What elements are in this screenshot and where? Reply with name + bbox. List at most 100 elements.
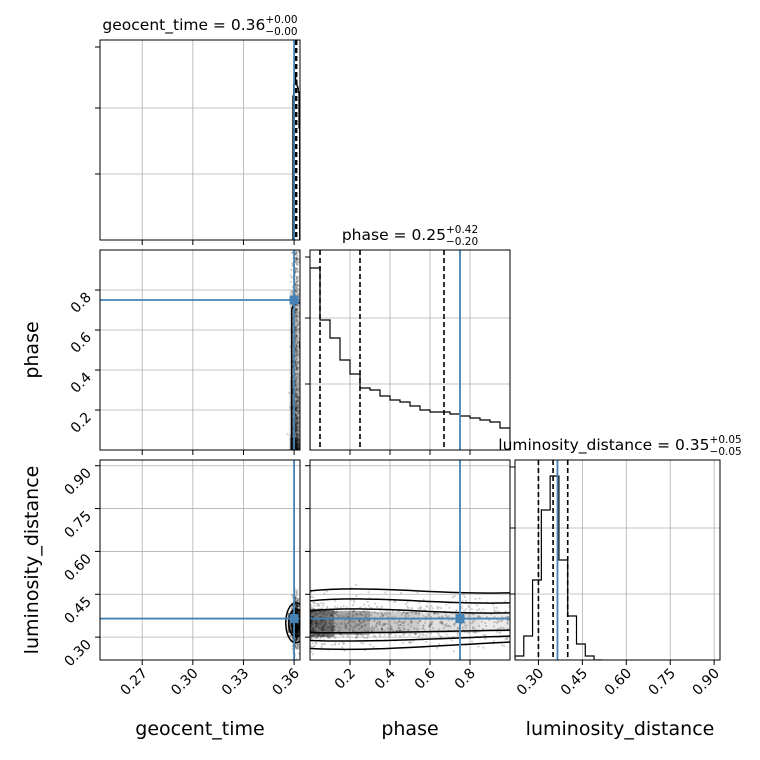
joint-phase-vs-geocent-time-sample-point: [296, 361, 299, 364]
joint-luminosity-distance-vs-phase-sample-point: [355, 637, 358, 640]
joint-luminosity-distance-vs-phase-sample-point: [484, 622, 487, 625]
joint-phase-vs-geocent-time-sample-point: [291, 291, 294, 294]
joint-luminosity-distance-vs-phase-sample-point: [427, 612, 430, 616]
joint-luminosity-distance-vs-phase-sample-point: [429, 622, 432, 625]
joint-luminosity-distance-vs-phase-sample-point: [402, 632, 406, 636]
joint-phase-vs-geocent-time-sample-point: [295, 289, 298, 293]
joint-luminosity-distance-vs-phase-sample-point: [326, 636, 330, 639]
joint-luminosity-distance-vs-phase-sample-point: [376, 622, 379, 625]
joint-phase-vs-geocent-time-sample-point: [297, 279, 300, 282]
joint-phase-vs-geocent-time-sample-point: [297, 435, 300, 438]
joint-luminosity-distance-vs-geocent-time-sample-point: [295, 638, 298, 642]
joint-phase-vs-geocent-time-sample-point: [295, 414, 298, 417]
joint-phase-vs-geocent-time-sample-point: [296, 280, 299, 283]
joint-luminosity-distance-vs-geocent-time-sample-point: [294, 595, 298, 598]
hist-phase-steps: [310, 267, 510, 450]
y-tick-label-luminosity_distance: 0.60: [61, 551, 94, 584]
joint-phase-vs-geocent-time-sample-point: [296, 416, 299, 419]
joint-phase-vs-geocent-time-sample-point: [294, 422, 297, 425]
x-tick-label-phase: 0.4: [372, 665, 399, 692]
y-tick-label-luminosity_distance: 0.45: [61, 594, 94, 627]
joint-luminosity-distance-vs-geocent-time-sample-point: [295, 593, 298, 597]
joint-luminosity-distance-vs-geocent-time-sample-point: [295, 632, 298, 635]
joint-luminosity-distance-vs-phase-sample-point: [385, 613, 388, 616]
joint-luminosity-distance-vs-phase-sample-point: [355, 633, 358, 636]
joint-phase-vs-geocent-time-sample-point: [295, 362, 298, 365]
x-axis-label-geocent-time: geocent_time: [135, 718, 264, 740]
joint-luminosity-distance-vs-phase-sample-point: [333, 624, 337, 628]
joint-luminosity-distance-vs-geocent-time-sample-point: [295, 637, 299, 640]
joint-luminosity-distance-vs-geocent-time-sample-point: [296, 598, 300, 601]
joint-luminosity-distance-vs-geocent-time-sample-point: [295, 637, 298, 640]
joint-phase-vs-geocent-time-sample-point: [295, 418, 298, 421]
joint-luminosity-distance-vs-phase-sample-point: [477, 615, 481, 618]
joint-phase-vs-geocent-time-sample-point: [296, 420, 299, 423]
joint-luminosity-distance-vs-phase-sample-point: [437, 632, 440, 635]
joint-luminosity-distance-vs-phase-sample-point: [433, 612, 436, 615]
joint-phase-vs-geocent-time-sample-point: [294, 420, 297, 424]
joint-luminosity-distance-vs-phase-sample-point: [438, 634, 441, 637]
title-error-minus: −0.20: [446, 236, 478, 248]
joint-luminosity-distance-vs-phase-sample-point: [358, 623, 361, 626]
joint-luminosity-distance-vs-geocent-time-sample-point: [295, 604, 298, 607]
joint-luminosity-distance-vs-phase-sample-point: [346, 615, 350, 619]
joint-luminosity-distance-vs-phase-sample-point: [361, 614, 364, 617]
joint-luminosity-distance-vs-phase-sample-point: [402, 621, 405, 624]
joint-luminosity-distance-vs-geocent-time-sample-point: [297, 632, 300, 635]
joint-phase-vs-geocent-time-sample-point: [295, 399, 298, 402]
joint-phase-vs-geocent-time-sample-point: [294, 282, 297, 285]
joint-phase-vs-geocent-time-sample-point: [296, 283, 299, 287]
joint-luminosity-distance-vs-phase-sample-point: [360, 634, 363, 637]
joint-luminosity-distance-vs-phase-sample-point: [381, 614, 384, 617]
joint-luminosity-distance-vs-phase-sample-point: [447, 619, 450, 622]
joint-luminosity-distance-vs-phase-sample-point: [375, 625, 378, 628]
joint-luminosity-distance-vs-phase-sample-point: [355, 594, 358, 598]
joint-luminosity-distance-vs-phase-sample-point: [380, 627, 383, 630]
joint-luminosity-distance-vs-phase-sample-point: [389, 629, 392, 632]
y-tick-label-luminosity_distance: 0.30: [61, 637, 94, 670]
joint-phase-vs-geocent-time-sample-point: [294, 252, 297, 256]
joint-phase-vs-geocent-time-sample-point: [297, 322, 300, 325]
joint-luminosity-distance-vs-phase-sample-point: [349, 624, 352, 627]
joint-phase-vs-geocent-time-sample-point: [294, 426, 298, 429]
y-tick-label-phase: 0.2: [68, 410, 95, 437]
joint-phase-vs-geocent-time-sample-point: [296, 417, 299, 420]
joint-luminosity-distance-vs-phase-sample-point: [410, 641, 413, 644]
joint-phase-vs-geocent-time-sample-point: [296, 395, 299, 398]
joint-phase-vs-geocent-time-sample-point: [295, 304, 299, 307]
joint-phase-vs-geocent-time-sample-point: [295, 328, 298, 331]
joint-luminosity-distance-vs-geocent-time-sample-point: [295, 599, 298, 602]
joint-luminosity-distance-vs-phase-sample-point: [405, 611, 409, 614]
joint-luminosity-distance-vs-phase-sample-point: [466, 605, 470, 608]
joint-luminosity-distance-vs-phase-sample-point: [400, 613, 403, 616]
joint-phase-vs-geocent-time-sample-point: [297, 270, 300, 274]
joint-luminosity-distance-vs-phase-sample-point: [499, 619, 502, 622]
joint-phase-vs-geocent-time-sample-point: [296, 434, 300, 437]
joint-phase-vs-geocent-time-sample-point: [294, 431, 297, 434]
joint-luminosity-distance-vs-geocent-time-sample-point: [295, 647, 298, 650]
joint-luminosity-distance-vs-phase-sample-point: [368, 614, 371, 617]
joint-luminosity-distance-vs-geocent-time-sample-point: [294, 633, 298, 636]
joint-luminosity-distance-vs-phase-sample-point: [444, 624, 447, 627]
joint-luminosity-distance-vs-phase-sample-point: [334, 635, 337, 639]
joint-phase-vs-geocent-time-sample-point: [295, 311, 298, 314]
joint-luminosity-distance-vs-phase-sample-point: [408, 641, 411, 644]
joint-luminosity-distance-vs-phase-sample-point: [480, 620, 483, 623]
joint-luminosity-distance-vs-geocent-time-sample-point: [295, 638, 298, 641]
joint-phase-vs-geocent-time-sample-point: [295, 429, 298, 432]
joint-phase-vs-geocent-time-sample-point: [289, 345, 292, 348]
joint-luminosity-distance-vs-phase-sample-point: [335, 610, 338, 613]
y-tick-label-phase: 0.8: [68, 290, 95, 317]
joint-phase-vs-geocent-time-sample-point: [294, 325, 298, 328]
joint-luminosity-distance-vs-phase-sample-point: [378, 633, 382, 636]
joint-luminosity-distance-vs-phase-sample-point: [366, 634, 369, 637]
joint-luminosity-distance-vs-phase-sample-point: [482, 646, 485, 649]
joint-phase-vs-geocent-time-sample-point: [295, 367, 299, 370]
joint-luminosity-distance-vs-phase-sample-point: [312, 646, 315, 649]
joint-luminosity-distance-vs-phase-sample-point: [492, 625, 495, 628]
joint-phase-vs-geocent-time-sample-point: [294, 314, 297, 317]
joint-luminosity-distance-vs-phase-sample-point: [456, 631, 459, 635]
joint-luminosity-distance-vs-phase-sample-point: [430, 621, 433, 624]
joint-phase-vs-geocent-time-sample-point: [296, 373, 299, 376]
joint-luminosity-distance-vs-phase-sample-point: [419, 606, 423, 610]
